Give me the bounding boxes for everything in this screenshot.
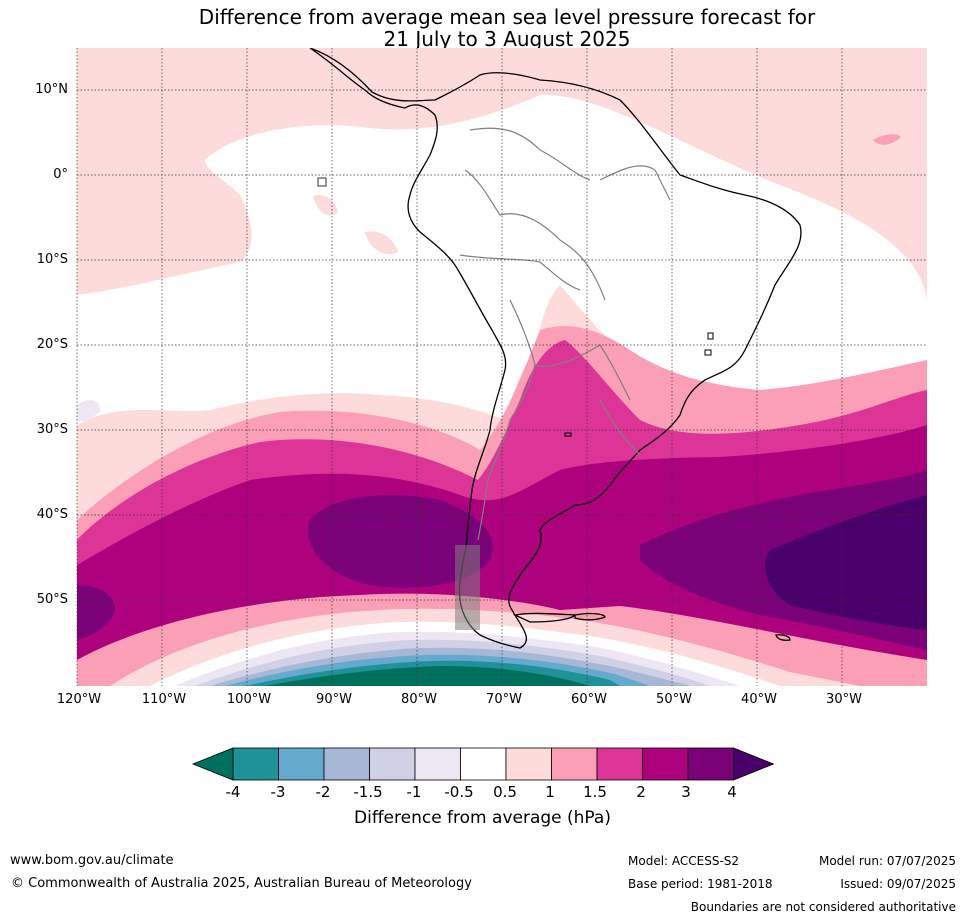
map-title-line2: 21 July to 3 August 2025 <box>383 27 631 51</box>
colorbar-cell <box>551 747 598 781</box>
lat-label: 50°S <box>36 592 68 607</box>
lat-label: 20°S <box>36 337 68 352</box>
colorbar-cell <box>369 747 416 781</box>
colorbar-cell <box>505 747 552 781</box>
colorbar-tick: 1.5 <box>583 783 607 801</box>
lon-label: 100°W <box>226 692 272 707</box>
colorbar-cell <box>232 747 279 781</box>
lon-label: 60°W <box>571 692 607 707</box>
colorbar-cell <box>642 747 689 781</box>
model-name: Model: ACCESS-S2 <box>628 854 740 868</box>
boundaries-disclaimer: Boundaries are not considered authoritat… <box>690 900 956 914</box>
lon-label: 30°W <box>826 692 862 707</box>
colorbar-cell <box>687 747 734 781</box>
colorbar-tick: -1 <box>406 783 422 801</box>
colorbar-tick: -0.5 <box>444 783 474 801</box>
colorbar <box>191 747 775 781</box>
colorbar-tick: 4 <box>727 783 737 801</box>
lon-label: 120°W <box>56 692 102 707</box>
inland-features <box>317 177 714 630</box>
graticule <box>76 48 927 686</box>
map-title-line1: Difference from average mean sea level p… <box>198 5 816 29</box>
lat-label: 0° <box>53 167 68 182</box>
lon-label: 80°W <box>401 692 437 707</box>
colorbar-tick: -2 <box>315 783 331 801</box>
lon-label: 90°W <box>316 692 352 707</box>
colorbar-cell <box>596 747 643 781</box>
footer-url[interactable]: www.bom.gov.au/climate <box>10 853 174 868</box>
colorbar-tick: -1.5 <box>353 783 383 801</box>
coastline <box>309 48 802 649</box>
footer-copyright: © Commonwealth of Australia 2025, Austra… <box>11 876 472 891</box>
colorbar-tick: 3 <box>681 783 691 801</box>
colorbar-extend-high <box>733 747 775 781</box>
colorbar-title: Difference from average (hPa) <box>354 808 611 828</box>
lat-label: 40°S <box>36 507 68 522</box>
lon-label: 110°W <box>141 692 187 707</box>
lat-label: 10°S <box>36 252 68 267</box>
colorbar-tick: -3 <box>270 783 286 801</box>
model-run: Model run: 07/07/2025 <box>818 854 956 868</box>
colorbar-extend-low <box>191 747 234 781</box>
colorbar-tick: -4 <box>225 783 241 801</box>
lon-label: 50°W <box>656 692 692 707</box>
colorbar-tick: 0.5 <box>493 783 517 801</box>
country-borders <box>459 127 671 541</box>
base-period: Base period: 1981-2018 <box>628 877 773 891</box>
colorbar-cell <box>323 747 370 781</box>
colorbar-cell <box>460 747 507 781</box>
lat-label: 10°N <box>35 82 68 97</box>
lon-label: 40°W <box>741 692 777 707</box>
issued-date: Issued: 09/07/2025 <box>840 877 956 891</box>
lon-label: 70°W <box>486 692 522 707</box>
colorbar-tick: 2 <box>636 783 646 801</box>
colorbar-tick: 1 <box>545 783 555 801</box>
colorbar-cell <box>278 747 325 781</box>
colorbar-cell <box>414 747 461 781</box>
lat-label: 30°S <box>36 422 68 437</box>
